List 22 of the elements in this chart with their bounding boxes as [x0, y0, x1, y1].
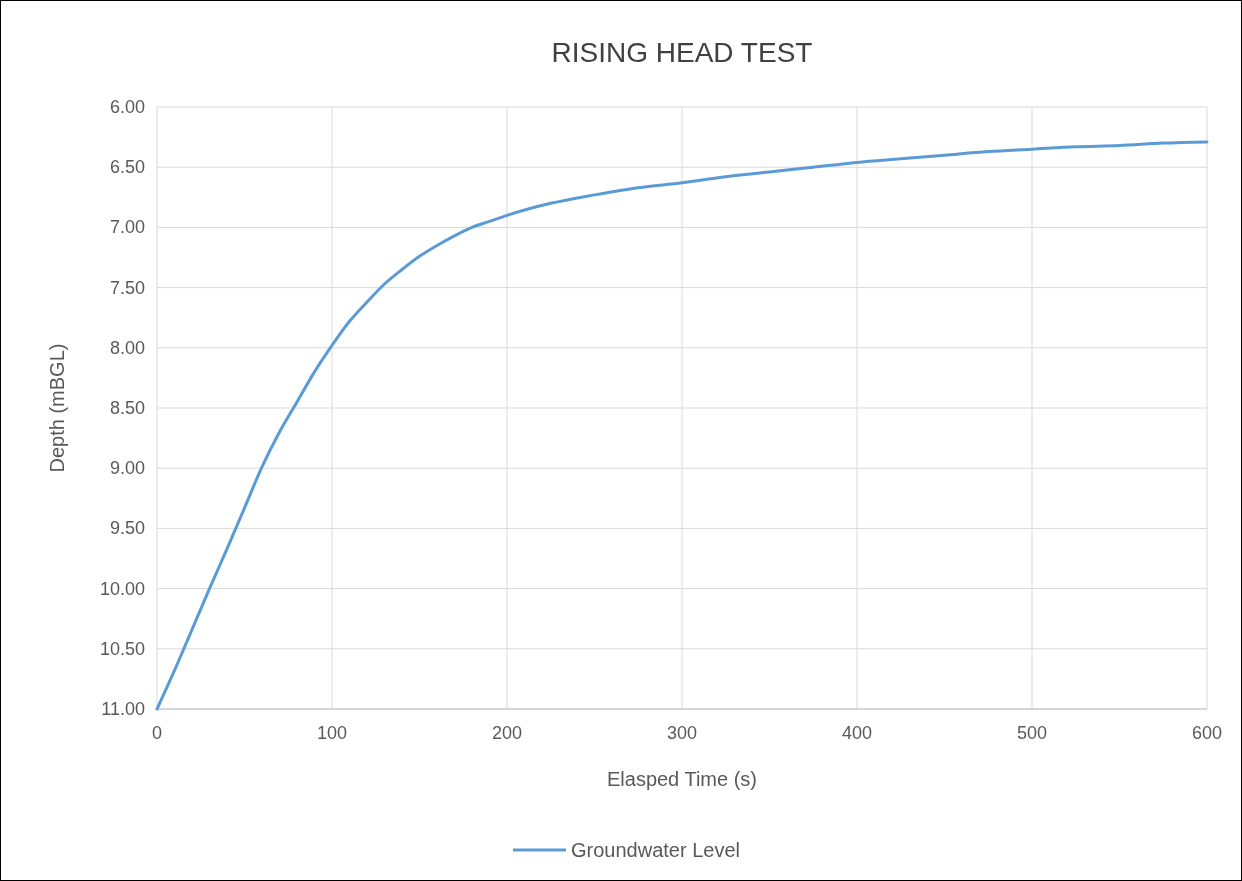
y-tick-label: 10.50: [99, 638, 145, 659]
x-tick-label: 0: [151, 723, 163, 743]
y-tick-label: 9.00: [109, 458, 145, 479]
x-tick-label: 400: [841, 723, 873, 743]
y-axis-title: Depth (mBGL): [46, 343, 68, 473]
x-tick-label: 300: [666, 723, 698, 743]
x-tick-label: 200: [491, 723, 523, 743]
y-tick-label: 10.00: [99, 578, 145, 599]
x-tick-label: 600: [1191, 723, 1223, 743]
x-tick-label: 100: [316, 723, 348, 743]
y-tick-label: 8.00: [109, 337, 145, 358]
y-tick-label: 8.50: [109, 398, 145, 418]
y-tick-label: 11.00: [101, 699, 145, 719]
x-tick-label: 500: [1016, 723, 1048, 743]
x-axis-title: Elasped Time (s): [606, 768, 758, 790]
chart-title: RISING HEAD TEST: [551, 37, 813, 68]
y-tick-label: 7.00: [109, 217, 145, 238]
y-tick-label: 6.50: [109, 157, 145, 178]
y-tick-label: 7.50: [109, 277, 145, 298]
y-tick-label: 9.50: [109, 518, 145, 539]
y-tick-label: 6.00: [109, 97, 145, 117]
legend-label: Groundwater Level: [571, 839, 740, 861]
